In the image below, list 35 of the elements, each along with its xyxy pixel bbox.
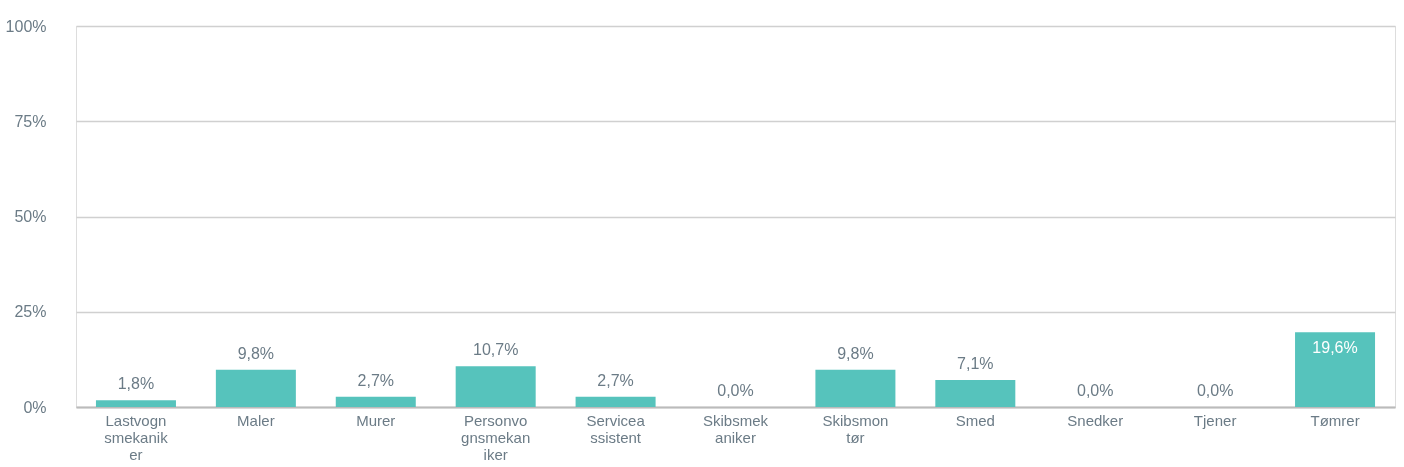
x-tick-label: Smed xyxy=(955,411,995,429)
data-label: 10,7% xyxy=(472,341,519,359)
data-label: 19,6% xyxy=(1312,339,1358,357)
x-tick-label: Murer xyxy=(356,411,396,429)
data-label: 0,0% xyxy=(717,382,754,399)
data-label: 7,1% xyxy=(957,354,994,372)
bar xyxy=(935,379,1016,407)
x-tick-label: Personvognsmekaniker xyxy=(461,411,531,463)
y-tick-label: 0% xyxy=(23,398,47,416)
y-tick-label: 25% xyxy=(14,303,47,321)
x-tick-label: Tømrer xyxy=(1310,411,1360,429)
x-tick-label: Snedker xyxy=(1067,411,1124,429)
x-tick-label: Maler xyxy=(237,411,275,429)
bar xyxy=(95,400,176,407)
bar xyxy=(455,366,536,407)
bar xyxy=(335,396,416,407)
y-tick-label: 50% xyxy=(14,208,47,225)
x-tick-label: Skibsmontør xyxy=(822,411,889,446)
bar xyxy=(575,396,656,407)
data-label: 2,7% xyxy=(597,371,634,389)
x-tick-label: Skibsmekaniker xyxy=(702,411,769,446)
data-label: 0,0% xyxy=(1196,382,1234,399)
y-tick-label: 100% xyxy=(5,17,47,35)
y-tick-label: 75% xyxy=(14,112,47,130)
bar xyxy=(215,369,296,407)
data-label: 9,8% xyxy=(837,344,874,362)
x-tick-label: Lastvognsmekaniker xyxy=(104,411,169,463)
data-label: 0,0% xyxy=(1076,382,1114,399)
bar xyxy=(1295,332,1376,407)
data-label: 2,7% xyxy=(357,371,395,389)
x-tick-label: Tjener xyxy=(1193,411,1237,429)
bar xyxy=(815,369,896,407)
data-label: 1,8% xyxy=(117,375,155,393)
data-label: 9,8% xyxy=(237,344,275,362)
x-tick-label: Serviceassistent xyxy=(586,411,646,446)
